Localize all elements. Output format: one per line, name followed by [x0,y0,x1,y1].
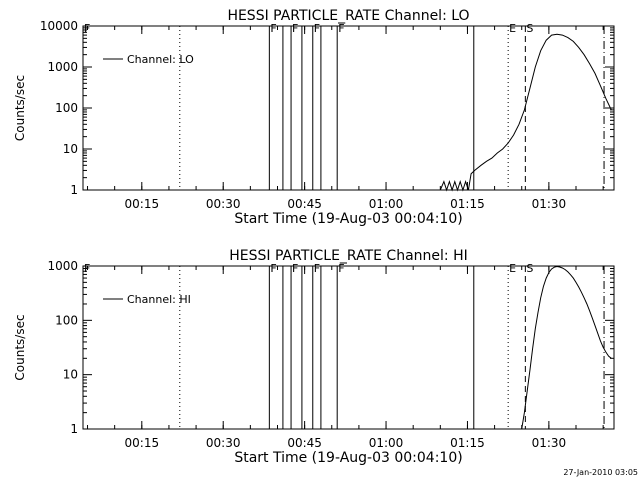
y-tick-label: 100 [55,101,78,115]
legend-label: Channel: HI [127,293,191,306]
event-marker-label: F [338,22,344,35]
y-tick-label: 1 [70,183,78,197]
y-tick-label: 100 [55,313,78,327]
x-tick-label: 00:45 [287,436,322,450]
y-axis-label: Counts/sec [13,314,27,380]
x-tick-label: 01:15 [450,436,485,450]
chart-title: HESSI PARTICLE_RATE Channel: HI [229,248,467,264]
x-tick-label: 01:30 [532,436,567,450]
event-marker-label: F [314,262,320,275]
x-tick-label: 01:15 [450,197,485,211]
x-tick-label: 01:30 [532,197,567,211]
panel-hi: HESSI PARTICLE_RATE Channel: HI Start Tim… [13,248,615,466]
event-marker-label: F [270,262,276,275]
event-marker-label: F [270,22,276,35]
data-series-line [521,265,612,430]
event-marker-label: E [509,22,516,35]
event-marker-label: S [526,262,533,275]
legend-label: Channel: LO [127,53,194,66]
y-tick-label: 1 [70,422,78,436]
panel-lo: HESSI PARTICLE_RATE Channel: LO Start Tim… [13,8,615,227]
chart-title: HESSI PARTICLE_RATE Channel: LO [227,8,469,24]
y-tick-label: 1000 [47,259,78,273]
x-tick-label: 00:30 [206,197,241,211]
event-marker-label: S [526,22,533,35]
x-tick-label: 00:30 [206,436,241,450]
event-marker-label: F [292,22,298,35]
event-marker-label: F [84,22,90,35]
x-tick-label: 00:15 [125,436,160,450]
event-marker-label: F [314,22,320,35]
x-tick-label: 00:15 [125,197,160,211]
x-tick-label: 01:00 [369,197,404,211]
plot-frame [82,25,615,191]
x-tick-label: 01:00 [369,436,404,450]
y-tick-label: 10 [63,368,78,382]
y-tick-label: 1000 [47,60,78,74]
data-series-line [439,33,612,192]
footer-timestamp: 27-Jan-2010 03:05 [563,468,638,477]
plot-frame [82,265,615,430]
y-tick-label: 10 [63,142,78,156]
event-marker-label: F [292,262,298,275]
x-tick-label: 00:45 [287,197,322,211]
event-marker-label: E [509,262,516,275]
y-tick-label: 10000 [40,19,78,33]
event-marker-label: F [338,262,344,275]
y-axis-label: Counts/sec [13,75,27,141]
x-axis-label: Start Time (19-Aug-03 00:04:10) [234,450,462,466]
event-marker-label: F [84,262,90,275]
x-axis-label: Start Time (19-Aug-03 00:04:10) [234,211,462,227]
